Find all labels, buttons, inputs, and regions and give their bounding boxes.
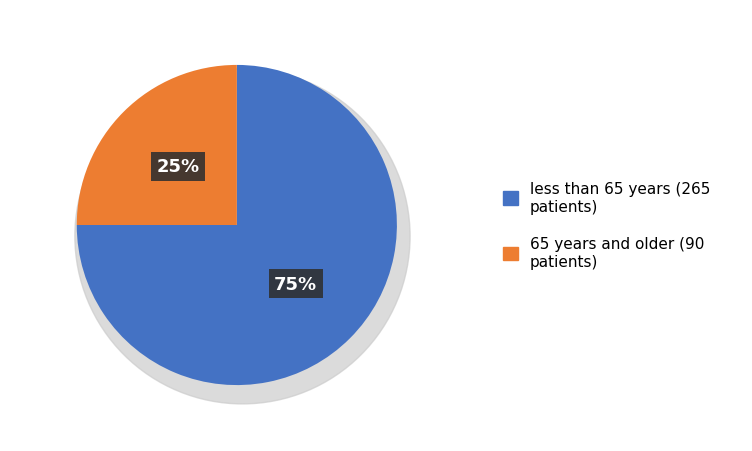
Wedge shape	[77, 66, 237, 226]
Text: 25%: 25%	[156, 158, 199, 176]
Circle shape	[75, 69, 410, 404]
Text: 75%: 75%	[274, 275, 317, 293]
Wedge shape	[77, 66, 397, 385]
Legend: less than 65 years (265
patients), 65 years and older (90
patients): less than 65 years (265 patients), 65 ye…	[496, 175, 717, 276]
